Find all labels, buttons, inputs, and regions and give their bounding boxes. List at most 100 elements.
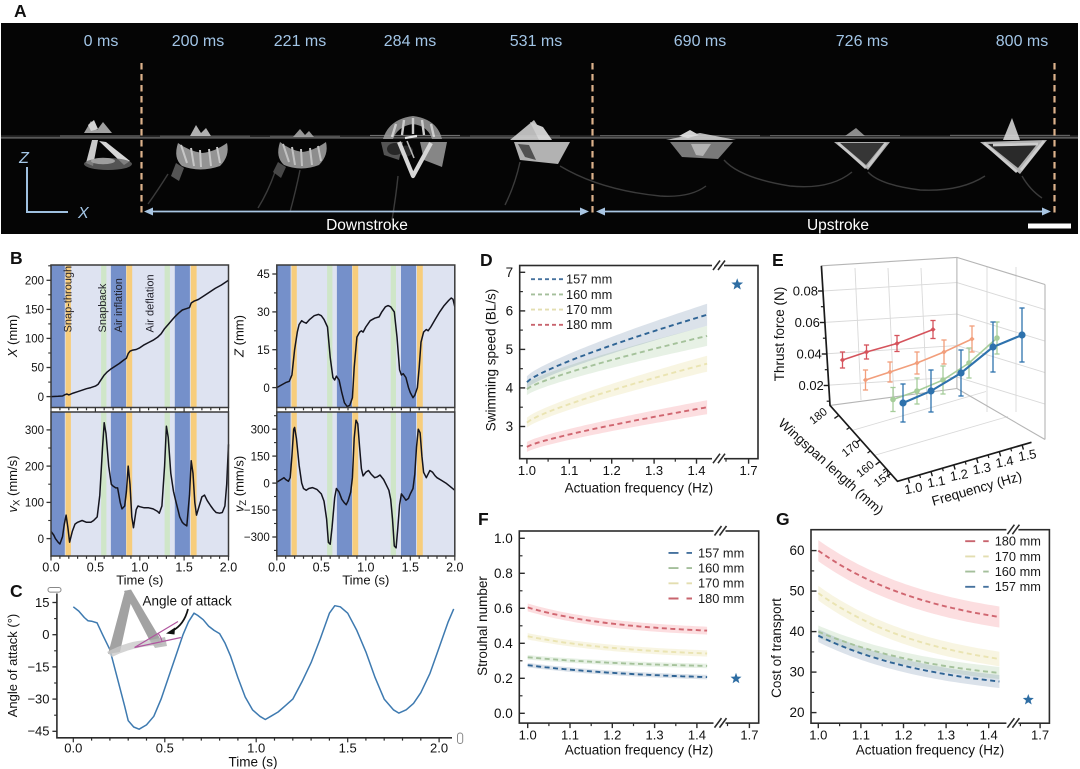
svg-text:100: 100 [25, 334, 44, 346]
svg-text:0: 0 [42, 627, 49, 642]
svg-text:45: 45 [257, 269, 270, 281]
svg-text:150: 150 [25, 305, 44, 317]
svg-text:1.2: 1.2 [603, 728, 621, 743]
svg-text:726 ms: 726 ms [836, 33, 888, 50]
svg-text:Angle of attack (°): Angle of attack (°) [5, 614, 20, 717]
svg-text:1.4: 1.4 [687, 463, 705, 478]
svg-text:157: 157 [872, 469, 895, 490]
svg-text:800 ms: 800 ms [996, 33, 1048, 50]
svg-text:−15: −15 [27, 659, 49, 674]
svg-text:50: 50 [789, 584, 804, 599]
svg-text:1.5: 1.5 [339, 741, 357, 756]
svg-text:0.02: 0.02 [798, 378, 823, 393]
svg-text:1.0: 1.0 [131, 561, 148, 575]
svg-text:1.0: 1.0 [519, 728, 537, 743]
svg-text:2.0: 2.0 [220, 561, 237, 575]
svg-text:150: 150 [251, 451, 270, 463]
svg-text:Air deflation: Air deflation [145, 274, 157, 332]
svg-text:0.6: 0.6 [494, 601, 513, 616]
svg-text:−30: −30 [27, 692, 49, 707]
svg-text:60: 60 [789, 543, 804, 558]
svg-text:690 ms: 690 ms [674, 33, 726, 50]
svg-text:Z: Z [18, 150, 30, 167]
svg-text:Strouhal number: Strouhal number [475, 576, 490, 676]
svg-text:1.3: 1.3 [646, 728, 664, 743]
svg-text:2.0: 2.0 [430, 741, 448, 756]
svg-text:300: 300 [25, 425, 44, 437]
svg-text:Snapback: Snapback [97, 283, 109, 332]
svg-text:1.3: 1.3 [972, 459, 992, 477]
svg-text:D: D [480, 250, 493, 270]
svg-text:Actuation frequency (Hz): Actuation frequency (Hz) [565, 481, 714, 496]
svg-text:5: 5 [506, 342, 514, 357]
svg-text:1.1: 1.1 [560, 463, 578, 478]
svg-text:0.06: 0.06 [795, 315, 820, 330]
svg-text:X: X [77, 205, 90, 222]
svg-text:157 mm: 157 mm [995, 579, 1041, 594]
svg-text:200 ms: 200 ms [172, 33, 224, 50]
svg-text:160 mm: 160 mm [566, 287, 612, 302]
svg-text:1.5: 1.5 [402, 561, 419, 575]
svg-text:100: 100 [25, 498, 44, 510]
svg-text:1.7: 1.7 [1031, 728, 1049, 743]
svg-text:180 mm: 180 mm [698, 591, 744, 606]
svg-text:170: 170 [840, 439, 863, 460]
svg-text:170 mm: 170 mm [698, 576, 744, 591]
svg-text:Time (s): Time (s) [342, 573, 389, 588]
svg-text:Thrust force (N): Thrust force (N) [772, 287, 787, 382]
svg-text:6: 6 [506, 304, 514, 319]
svg-text:Cost of transport: Cost of transport [769, 598, 784, 698]
svg-text:vX (mm/s): vX (mm/s) [5, 456, 23, 513]
svg-text:0.0: 0.0 [64, 741, 82, 756]
svg-text:15: 15 [35, 595, 49, 610]
svg-text:40: 40 [789, 624, 804, 639]
svg-text:1.5: 1.5 [1017, 446, 1037, 464]
svg-text:15: 15 [257, 345, 270, 357]
svg-text:1.1: 1.1 [852, 728, 870, 743]
svg-text:0: 0 [38, 392, 44, 404]
svg-text:−150: −150 [244, 505, 270, 517]
svg-text:Snap-through: Snap-through [63, 266, 75, 333]
svg-text:0.0: 0.0 [268, 561, 285, 575]
svg-text:0.5: 0.5 [87, 561, 104, 575]
svg-text:3: 3 [506, 419, 514, 434]
svg-text:1.2: 1.2 [894, 728, 912, 743]
svg-text:30: 30 [257, 307, 270, 319]
svg-text:4: 4 [506, 381, 514, 396]
svg-text:200: 200 [25, 461, 44, 473]
svg-text:0.4: 0.4 [494, 636, 513, 651]
svg-text:284 ms: 284 ms [384, 33, 436, 50]
svg-text:160: 160 [854, 459, 877, 480]
svg-text:1.7: 1.7 [740, 463, 758, 478]
svg-text:1.4: 1.4 [980, 728, 998, 743]
svg-text:0.04: 0.04 [796, 347, 821, 362]
svg-text:Time (s): Time (s) [229, 755, 278, 769]
svg-text:C: C [10, 581, 23, 601]
svg-text:1.7: 1.7 [740, 728, 758, 743]
svg-text:1.2: 1.2 [949, 466, 969, 484]
svg-text:0 ms: 0 ms [84, 33, 119, 50]
svg-text:0.08: 0.08 [793, 284, 818, 299]
svg-text:1.0: 1.0 [357, 561, 374, 575]
svg-text:180 mm: 180 mm [995, 534, 1041, 549]
svg-text:180 mm: 180 mm [566, 317, 612, 332]
svg-text:300: 300 [251, 424, 270, 436]
svg-text:1.1: 1.1 [561, 728, 579, 743]
svg-text:1.4: 1.4 [688, 728, 706, 743]
svg-text:531 ms: 531 ms [510, 33, 562, 50]
svg-text:−45: −45 [27, 724, 49, 739]
svg-text:B: B [10, 248, 23, 268]
svg-text:1.1: 1.1 [926, 473, 946, 491]
svg-text:157 mm: 157 mm [566, 272, 612, 287]
svg-text:30: 30 [789, 665, 804, 680]
svg-text:0.0: 0.0 [42, 561, 59, 575]
svg-text:50: 50 [31, 363, 44, 375]
svg-text:Angle of attack: Angle of attack [143, 594, 233, 609]
svg-text:1.3: 1.3 [937, 728, 955, 743]
svg-text:180: 180 [807, 406, 830, 427]
svg-text:7: 7 [506, 265, 514, 280]
svg-text:170 mm: 170 mm [995, 549, 1041, 564]
svg-text:−300: −300 [244, 532, 270, 544]
svg-text:1.0: 1.0 [494, 531, 513, 546]
svg-text:200: 200 [25, 276, 44, 288]
